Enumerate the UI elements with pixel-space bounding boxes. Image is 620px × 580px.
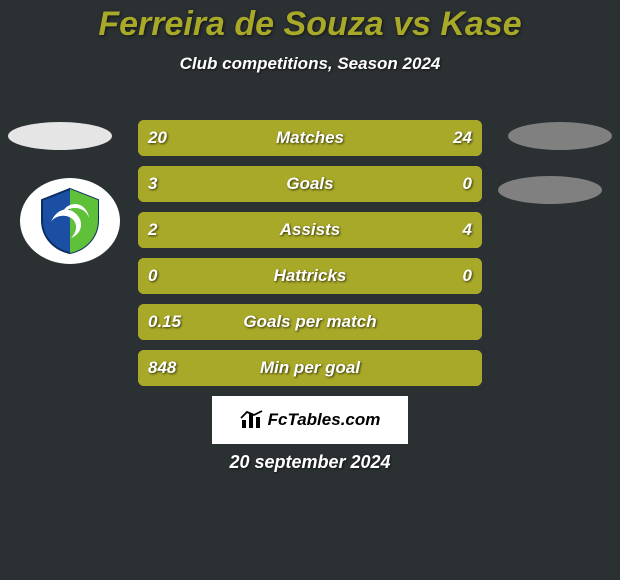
chart-icon: [240, 410, 264, 430]
bar-label: Goals per match: [138, 304, 482, 340]
bar-value-left: 0.15: [148, 304, 181, 340]
tokushima-vortis-crest-icon: [35, 186, 105, 256]
bar-value-left: 20: [148, 120, 167, 156]
bar-value-left: 2: [148, 212, 157, 248]
bar-value-left: 848: [148, 350, 176, 386]
branding-text: FcTables.com: [268, 410, 381, 430]
branding-block: FcTables.com: [212, 396, 408, 444]
team-crest-left: [20, 178, 120, 264]
bar-value-right: 24: [453, 120, 472, 156]
stat-row: Hattricks0 0: [138, 258, 482, 294]
bar-value-left: 3: [148, 166, 157, 202]
bar-value-left: 0: [148, 258, 157, 294]
bar-value-right: 4: [463, 212, 472, 248]
stat-row: Goals per match0.15: [138, 304, 482, 340]
player-right-oval-2: [498, 176, 602, 204]
bar-label: Matches: [138, 120, 482, 156]
bar-value-right: 0: [463, 258, 472, 294]
stats-bars: Matches2024Goals30Assists24Hattricks00Go…: [138, 120, 482, 396]
page-title: Ferreira de Souza vs Kase: [0, 0, 620, 44]
bar-label: Goals: [138, 166, 482, 202]
bar-value-right: 0: [463, 166, 472, 202]
stat-row: Assists2 4: [138, 212, 482, 248]
stat-row: Matches20 24: [138, 120, 482, 156]
stat-row: Min per goal848: [138, 350, 482, 386]
stat-row: Goals3 0: [138, 166, 482, 202]
date-label: 20 september 2024: [0, 452, 620, 473]
subtitle: Club competitions, Season 2024: [0, 54, 620, 74]
player-right-oval: [508, 122, 612, 150]
bar-label: Assists: [138, 212, 482, 248]
bar-label: Min per goal: [138, 350, 482, 386]
player-left-oval: [8, 122, 112, 150]
bar-label: Hattricks: [138, 258, 482, 294]
